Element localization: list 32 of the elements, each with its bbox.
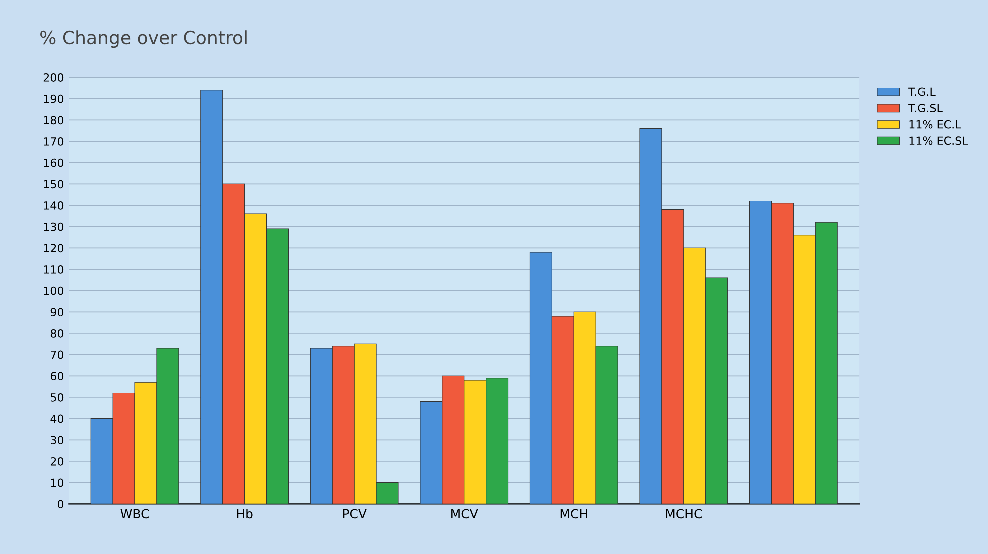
y-tick-label: 30	[51, 436, 64, 445]
legend-label: T.G.L	[908, 88, 936, 96]
y-tick-label: 150	[44, 180, 64, 189]
x-tick-label: MCH	[560, 509, 588, 519]
x-tick-label: PCV	[343, 509, 367, 519]
y-tick-label: 140	[44, 202, 64, 210]
x-tick-label: MCV	[452, 509, 478, 519]
y-tick-label: 170	[44, 138, 64, 146]
chart-title: % Change over Control	[40, 30, 247, 48]
legend-label: 11% EC.L	[910, 120, 962, 129]
x-tick-label: MCHC	[666, 509, 702, 519]
y-tick-label: 100	[44, 286, 64, 296]
y-tick-label: 110	[44, 265, 64, 274]
y-tick-label: 180	[44, 116, 64, 125]
y-tick-label: 0	[58, 500, 64, 509]
y-tick-label: 40	[50, 414, 64, 424]
legend-label: 11% EC.SL	[910, 136, 968, 146]
y-tick-label: 90	[50, 308, 64, 317]
y-tick-label: 10	[51, 478, 64, 488]
y-tick-label: 20	[50, 457, 64, 466]
y-tick-label: 200	[44, 74, 64, 82]
y-tick-label: 120	[44, 244, 64, 253]
y-tick-label: 60	[50, 372, 64, 381]
x-tick-label: WBC	[120, 509, 150, 519]
y-tick-label: 50	[51, 393, 64, 402]
y-tick-label: 160	[44, 158, 64, 168]
y-tick-label: 70	[51, 350, 64, 360]
x-tick-label: Hb	[237, 509, 253, 519]
y-tick-label: 130	[44, 222, 64, 232]
y-tick-label: 190	[44, 94, 64, 104]
y-tick-label: 80	[50, 329, 64, 338]
legend-label: T.G.SL	[908, 104, 943, 112]
